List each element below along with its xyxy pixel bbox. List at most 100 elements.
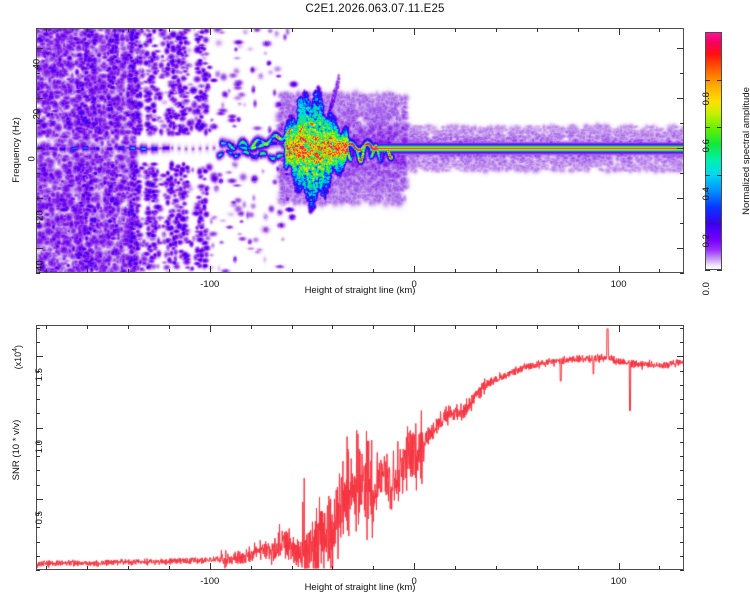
ytick-right [680,342,684,343]
xtick [332,566,333,570]
ytick-right [680,485,684,486]
xtick [659,566,660,570]
ytick [36,73,40,74]
ytick [36,371,40,372]
xtick [251,269,252,273]
ytick-right [680,73,684,74]
xtick [537,566,538,570]
xtick-top [332,28,333,32]
xtick-top [578,28,579,32]
ytick-label: 1.5 [34,368,46,382]
ytick [36,123,40,124]
ytick [36,485,40,486]
ytick [36,570,40,571]
ytick [36,513,40,514]
ytick [36,198,43,199]
spectrogram-xaxis-title: Height of straight line (km) [304,285,416,296]
xtick-top [414,325,415,332]
ytick [36,542,40,543]
spectrogram-yaxis-title: Frequency (Hz) [11,117,22,183]
ytick-right [677,148,684,149]
ytick-right [677,356,684,357]
ytick-label: 0 [26,156,38,162]
ytick-label: 20 [31,108,43,120]
xtick-top [373,325,374,329]
ytick-right [677,248,684,249]
colorbar-tick-label: 0.0 [701,282,713,296]
snr-yaxis-title-text: SNR (10 * v/v) [11,419,22,481]
xtick-top [292,325,293,329]
xtick-top [210,325,211,332]
xtick-top [46,325,47,329]
xtick [496,269,497,273]
snr-xaxis-title: Height of straight line (km) [304,582,416,593]
xtick [373,269,374,273]
colorbar-tick [705,222,710,223]
ytick-right [680,328,684,329]
ytick [36,148,43,149]
xtick [210,266,211,273]
xtick-top [251,28,252,32]
xtick [169,269,170,273]
colorbar[interactable] [705,32,722,270]
ytick-label: 40 [31,58,43,70]
xtick [373,566,374,570]
ytick [36,98,43,99]
xtick-top [169,28,170,32]
ytick-right [680,513,684,514]
xtick [496,566,497,570]
xtick-label: 0 [411,576,417,587]
snr-yaxis-exponent: (x104) [12,345,23,369]
ytick [36,499,43,500]
xtick [537,269,538,273]
ytick-right [680,470,684,471]
xtick [292,269,293,273]
colorbar-tick-right [717,80,722,81]
ytick-right [677,98,684,99]
colorbar-tick [705,127,710,128]
snr-canvas [37,326,683,569]
xtick-top [537,28,538,32]
spectrogram-plot-area [37,29,683,272]
colorbar-title: Normalized spectral amplitude [741,87,750,215]
xtick [87,269,88,273]
ytick-label: -20 [34,210,46,225]
snr-panel[interactable] [36,325,684,570]
ytick [36,556,40,557]
xtick [46,269,47,273]
ytick-right [680,123,684,124]
xtick [414,266,415,273]
spectrogram-panel[interactable] [36,28,684,273]
xtick [128,269,129,273]
ytick [36,527,40,528]
xtick [619,266,620,273]
xtick-top [496,325,497,329]
ytick-right [680,456,684,457]
ytick [36,456,40,457]
xtick [332,269,333,273]
ytick-right [680,542,684,543]
xtick [128,566,129,570]
ytick-right [680,223,684,224]
xtick-top [414,28,415,35]
xtick-top [455,325,456,329]
ytick-right [677,499,684,500]
ytick [36,385,40,386]
xtick-top [455,28,456,32]
xtick [210,563,211,570]
exponent-power: 4 [12,348,19,352]
figure-title: C2E1.2026.063.07.11.E25 [305,3,445,15]
xtick-top [659,28,660,32]
ytick [36,273,40,274]
ytick-right [677,48,684,49]
ytick-right [677,198,684,199]
xtick-top [619,325,620,332]
xtick [455,566,456,570]
colorbar-tick [705,270,710,271]
xtick-label: 100 [610,576,627,587]
ytick [36,413,40,414]
xtick [169,566,170,570]
xtick-top [87,28,88,32]
ytick [36,342,40,343]
